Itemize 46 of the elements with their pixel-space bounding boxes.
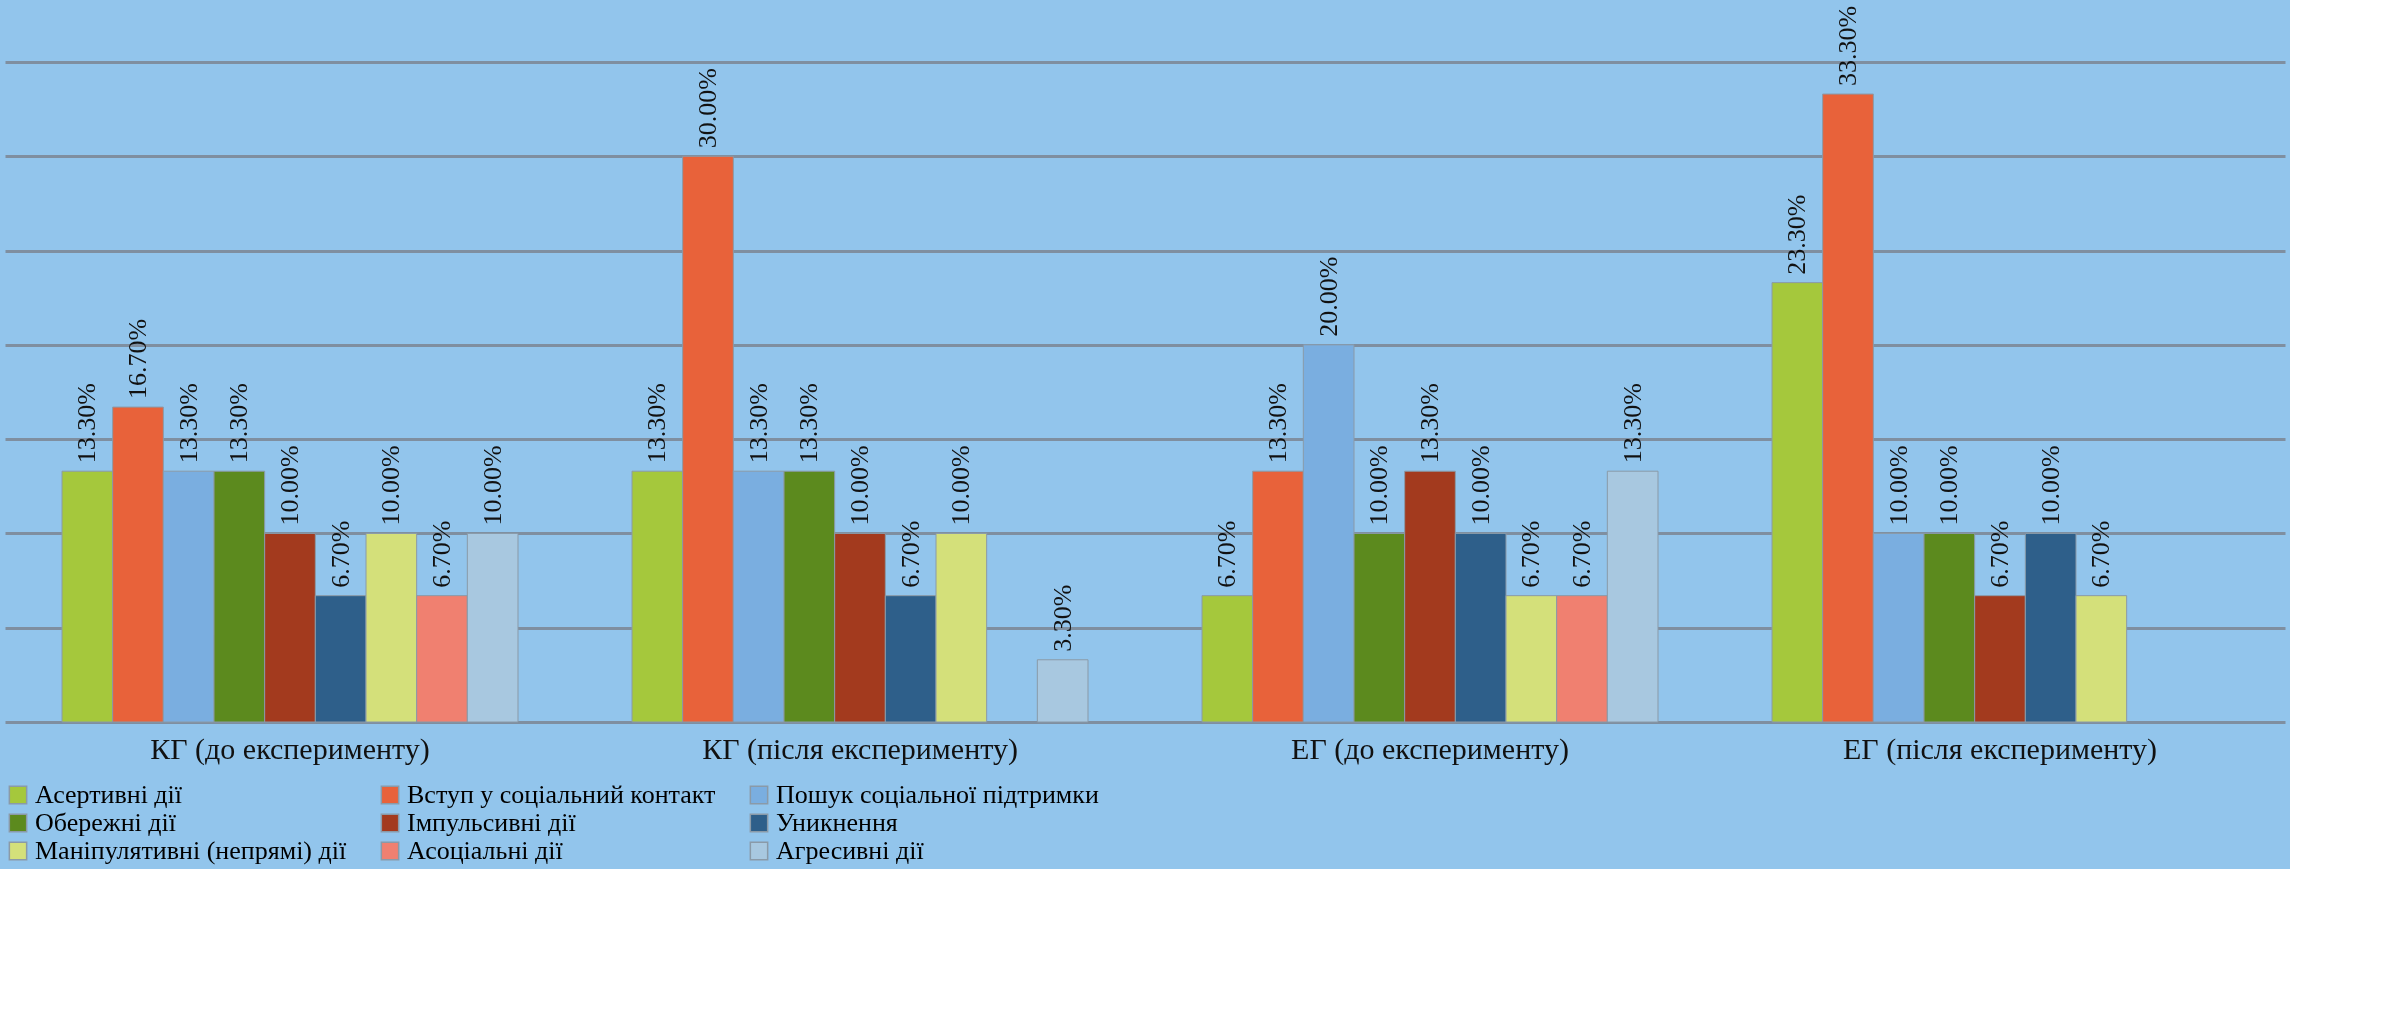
data-label: 10.00% <box>2035 445 2065 526</box>
data-label: 6.70% <box>1985 520 2014 588</box>
legend-label: Вступ у соціальний контакт <box>407 780 716 809</box>
legend-label: Асертивні дії <box>35 780 183 809</box>
legend-label: Пошук соціальної підтримки <box>776 780 1099 809</box>
data-label: 13.30% <box>642 383 672 464</box>
data-label: 30.00% <box>693 68 722 149</box>
data-label: 10.00% <box>1465 445 1495 526</box>
x-tick-label: ЕГ (до експерименту) <box>1291 731 1569 766</box>
data-label: 10.00% <box>376 445 406 526</box>
data-label: 13.30% <box>794 383 824 464</box>
data-label: 13.30% <box>1263 383 1292 464</box>
data-label: 10.00% <box>477 445 507 526</box>
data-label: 6.70% <box>427 520 456 588</box>
data-label: 10.00% <box>1883 445 1913 526</box>
legend-label: Імпульсивні дії <box>407 808 577 837</box>
data-label: 13.30% <box>1617 383 1647 464</box>
data-label: 20.00% <box>1313 256 1343 337</box>
data-label: 33.30% <box>1833 5 1862 87</box>
legend-label: Уникнення <box>776 808 898 837</box>
data-label: 13.30% <box>224 383 254 464</box>
data-label: 13.30% <box>173 383 203 464</box>
data-label: 10.00% <box>1364 445 1394 526</box>
legend-label: Обережні дії <box>35 808 177 837</box>
data-label: 13.30% <box>72 383 102 464</box>
data-label: 10.00% <box>1934 445 1964 526</box>
legend-label: Агресивні дії <box>776 836 925 865</box>
data-label: 10.00% <box>275 445 304 526</box>
legend-label: Асоціальні дії <box>407 836 564 865</box>
legend-label: Маніпулятивні (непрямі) дії <box>35 836 347 865</box>
data-label: 10.00% <box>845 445 874 526</box>
data-label: 13.30% <box>1415 383 1444 464</box>
data-label: 6.70% <box>2086 520 2116 588</box>
data-label: 23.30% <box>1782 194 1812 275</box>
data-label: 16.70% <box>123 318 152 400</box>
data-label: 10.00% <box>946 445 976 526</box>
data-label: 6.70% <box>895 520 925 588</box>
data-label: 6.70% <box>1567 520 1596 588</box>
x-tick-label: КГ (до експерименту) <box>150 731 430 766</box>
x-tick-label: ЕГ (після експерименту) <box>1842 731 2158 766</box>
data-label: 13.30% <box>743 383 773 464</box>
data-label: 6.70% <box>1212 520 1242 588</box>
data-label: 3.30% <box>1047 584 1077 652</box>
x-tick-label: КГ (після експерименту) <box>702 731 1018 766</box>
data-label: 6.70% <box>325 520 355 588</box>
data-label: 6.70% <box>1516 520 1546 588</box>
